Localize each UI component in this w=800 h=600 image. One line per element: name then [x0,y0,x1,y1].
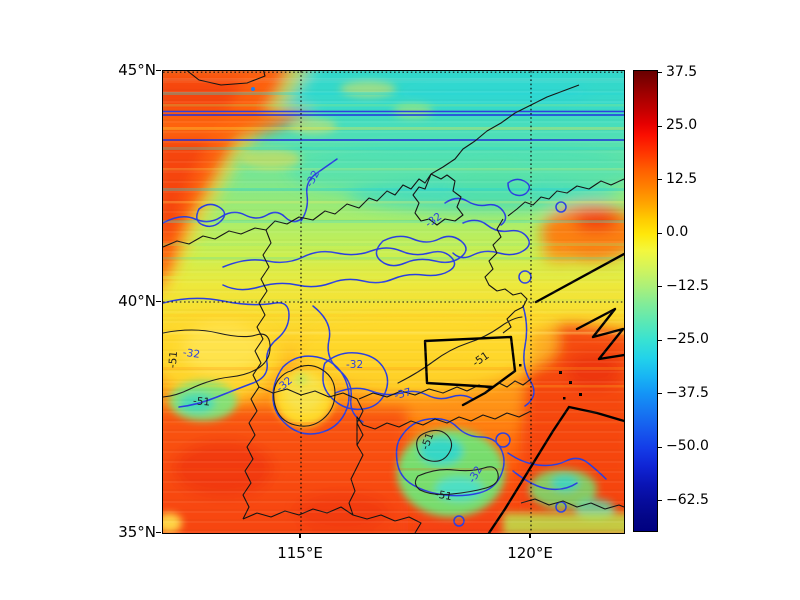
x-tick-label-115e: 115°E [277,544,323,562]
graticule-gridlines [163,71,624,533]
scanline-stripes [163,78,624,471]
colorbar-tick [657,339,662,341]
colorbar-tick [657,179,662,181]
colorbar-tick-label: 25.0 [666,117,698,133]
y-tick-mark [156,300,161,302]
blue-contours [163,158,607,527]
island-dots [519,364,582,400]
colorbar-tick-label: −25.0 [666,331,709,347]
colorbar-tick [657,72,662,74]
province-boundaries [163,71,624,533]
colorbar-tick [657,393,662,395]
contour-label: -37 [393,386,413,402]
x-tick-mark [529,533,531,538]
contour-label: -32 [423,211,444,231]
colorbar-tick [657,125,662,127]
y-tick-mark [156,531,161,533]
black-contours [163,316,523,496]
colorbar-tick [657,286,662,288]
colorbar-tick-label: −62.5 [666,492,709,508]
colorbar-tick-label: 37.5 [666,64,698,80]
y-tick-label-35n: 35°N [118,523,156,541]
horizontal-blue-contour-lines [163,110,624,141]
contour-label: -51 [434,488,453,503]
map-field-svg: -32 -32 -32 -32 -32 -32 -37 -51 -51 -51 … [163,71,624,533]
x-tick-label-120e: 120°E [507,544,553,562]
field-details [163,81,624,533]
y-tick-label-45n: 45°N [118,61,156,79]
colorbar-tick-label: 12.5 [666,171,698,187]
contour-label: -51 [192,395,210,408]
colorbar-tick-label: −12.5 [666,278,709,294]
contour-label: -32 [182,347,201,361]
colorbar-tick [657,232,662,234]
colorbar-tick [657,500,662,502]
contour-label: -51 [419,431,436,451]
colorbar-tick-label: −37.5 [666,385,709,401]
colorbar-tick-label: 0.0 [666,224,689,240]
contour-label: -32 [346,359,363,371]
field-washes [163,71,624,533]
colorbar-tick [657,446,662,448]
x-tick-mark [299,533,301,538]
y-tick-label-40n: 40°N [118,292,156,310]
y-tick-mark [156,69,161,71]
map-plot-area: -32 -32 -32 -32 -32 -32 -37 -51 -51 -51 … [162,70,625,534]
colorbar-tick-label: −50.0 [666,438,709,454]
coastline-segments [423,252,624,533]
small-blue-dot [251,87,255,91]
contour-label: -51 [167,351,180,369]
colorbar [633,70,658,532]
